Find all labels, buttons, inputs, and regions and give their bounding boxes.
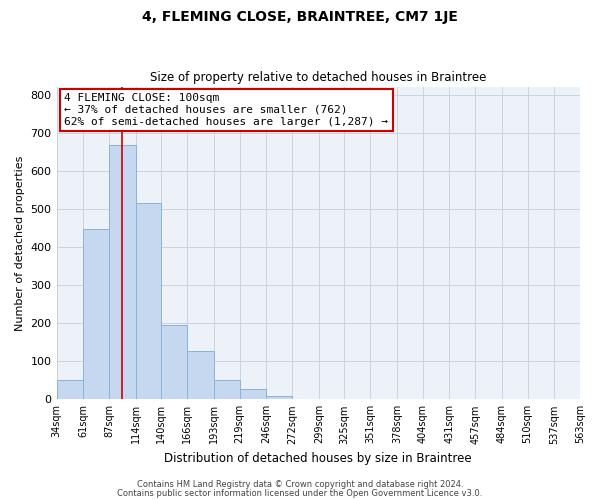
Bar — [83, 229, 109, 400]
Bar — [56, 380, 83, 400]
Text: Contains HM Land Registry data © Crown copyright and database right 2024.: Contains HM Land Registry data © Crown c… — [137, 480, 463, 489]
Text: Contains public sector information licensed under the Open Government Licence v3: Contains public sector information licen… — [118, 488, 482, 498]
Bar — [136, 203, 161, 400]
Bar — [161, 324, 187, 400]
Bar — [109, 146, 136, 400]
Bar — [266, 396, 292, 400]
Y-axis label: Number of detached properties: Number of detached properties — [15, 156, 25, 331]
Bar — [187, 351, 214, 400]
Bar — [239, 389, 266, 400]
Title: Size of property relative to detached houses in Braintree: Size of property relative to detached ho… — [150, 72, 487, 85]
X-axis label: Distribution of detached houses by size in Braintree: Distribution of detached houses by size … — [164, 452, 472, 465]
Text: 4, FLEMING CLOSE, BRAINTREE, CM7 1JE: 4, FLEMING CLOSE, BRAINTREE, CM7 1JE — [142, 10, 458, 24]
Bar — [214, 380, 239, 400]
Text: 4 FLEMING CLOSE: 100sqm
← 37% of detached houses are smaller (762)
62% of semi-d: 4 FLEMING CLOSE: 100sqm ← 37% of detache… — [64, 94, 388, 126]
